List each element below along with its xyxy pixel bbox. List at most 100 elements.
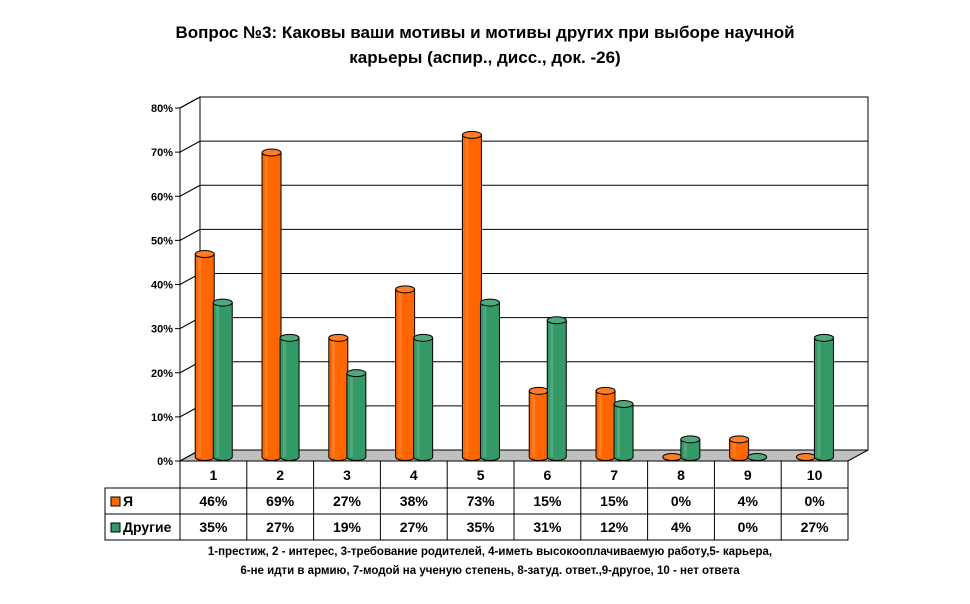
- bar-highlight: [817, 337, 821, 457]
- bar: [194, 250, 215, 461]
- data-label: 27%: [801, 519, 830, 535]
- data-label: 15%: [533, 493, 562, 509]
- x-tick-label: 5: [477, 467, 485, 483]
- data-label: 12%: [600, 519, 629, 535]
- bar: [747, 453, 768, 461]
- y-tick-label: 10%: [151, 412, 173, 424]
- legend-swatch: [110, 522, 121, 533]
- bar-highlight: [683, 439, 687, 457]
- bar-highlight: [416, 337, 420, 457]
- bar-highlight: [398, 289, 402, 457]
- bar-highlight: [198, 254, 202, 457]
- x-tick-label: 1: [210, 467, 218, 483]
- x-tick-label: 9: [744, 467, 752, 483]
- bar-body: [346, 372, 367, 461]
- bar-body: [461, 134, 482, 461]
- bar: [613, 400, 634, 461]
- data-label: 0%: [738, 519, 759, 535]
- footnote-line-2: 6-не идти в армию, 7-модой на ученую сте…: [240, 565, 740, 577]
- data-label: 35%: [467, 519, 496, 535]
- bar-body: [595, 390, 616, 461]
- bar: [528, 386, 549, 461]
- bar: [261, 148, 282, 461]
- data-label: 0%: [804, 493, 825, 509]
- bar: [346, 369, 367, 461]
- x-tick-label: 6: [544, 467, 552, 483]
- data-label: 15%: [600, 493, 629, 509]
- chart-title-line-2: карьеры (аспир., дисс., док. -26): [349, 48, 621, 67]
- data-label: 19%: [333, 519, 362, 535]
- bar-top: [613, 400, 634, 409]
- bar-top: [279, 333, 300, 342]
- data-label: 35%: [199, 519, 228, 535]
- footnote: 1-престиж, 2 - интерес, 3-требование род…: [130, 543, 850, 581]
- bar-top: [346, 369, 367, 378]
- data-label: 0%: [671, 493, 692, 509]
- bar-highlight: [465, 134, 469, 457]
- bar-highlight: [349, 373, 353, 457]
- data-label: 4%: [671, 519, 692, 535]
- bar-highlight: [617, 404, 621, 457]
- data-label: 73%: [467, 493, 496, 509]
- gridlines: [179, 96, 868, 418]
- bar: [546, 316, 567, 461]
- y-tick-label: 40%: [151, 280, 173, 292]
- gridline-side: [179, 96, 201, 109]
- bar-top: [328, 333, 349, 342]
- bar-top: [194, 250, 215, 259]
- bar-highlight: [550, 320, 554, 457]
- y-tick-label: 80%: [151, 103, 173, 115]
- bar-body: [479, 302, 500, 461]
- bar-body: [328, 337, 349, 461]
- bar-highlight: [265, 152, 269, 457]
- bar: [279, 333, 300, 461]
- data-label: 38%: [400, 493, 429, 509]
- bar: [212, 298, 233, 461]
- y-tick-label: 30%: [151, 324, 173, 336]
- bar-body: [813, 337, 834, 461]
- data-label: 69%: [266, 493, 295, 509]
- bar: [479, 298, 500, 461]
- bar-body: [413, 337, 434, 461]
- data-label: 27%: [333, 493, 362, 509]
- legend-label: Я: [123, 493, 133, 509]
- bar-top: [662, 453, 683, 461]
- bar-top: [261, 148, 282, 157]
- legend-swatch: [110, 496, 121, 507]
- footnote-line-1: 1-престиж, 2 - интерес, 3-требование род…: [207, 546, 773, 558]
- data-label: 31%: [533, 519, 562, 535]
- x-tick-label: 8: [677, 467, 685, 483]
- data-label: 46%: [199, 493, 228, 509]
- bar-body: [194, 253, 215, 461]
- bar-top: [680, 435, 701, 444]
- bar-top: [729, 435, 750, 444]
- bar-body: [528, 390, 549, 461]
- bars: [194, 130, 834, 461]
- bar-top: [747, 453, 768, 461]
- gridline-side: [179, 140, 201, 153]
- bar-top: [395, 285, 416, 294]
- x-tick-label: 7: [610, 467, 618, 483]
- bar-body: [613, 403, 634, 461]
- bar: [595, 386, 616, 461]
- x-tick-label: 3: [343, 467, 351, 483]
- bar: [813, 333, 834, 461]
- bar-highlight: [599, 390, 603, 457]
- data-label: 27%: [266, 519, 295, 535]
- bar-body: [212, 302, 233, 461]
- bar-top: [813, 333, 834, 342]
- bar: [680, 435, 701, 461]
- gridline-side: [179, 184, 201, 197]
- bar-highlight: [532, 390, 536, 457]
- bar-body: [395, 288, 416, 461]
- y-tick-label: 0%: [157, 456, 173, 468]
- bar-body: [546, 319, 567, 461]
- bar-top: [795, 453, 816, 461]
- y-tick-label: 20%: [151, 368, 173, 380]
- bar: [413, 333, 434, 461]
- x-tick-label: 2: [276, 467, 284, 483]
- bar: [662, 453, 683, 461]
- data-label: 27%: [400, 519, 429, 535]
- data-label: 4%: [738, 493, 759, 509]
